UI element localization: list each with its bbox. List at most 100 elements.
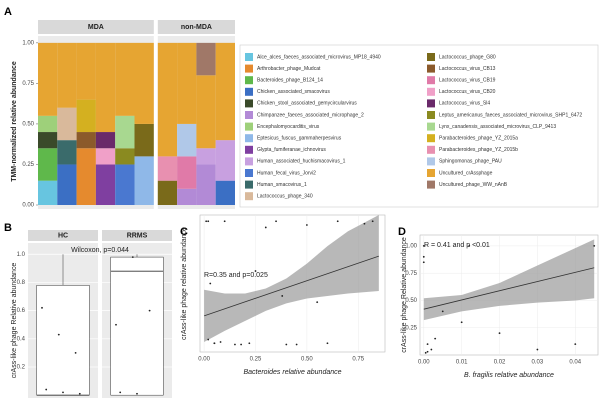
bar-segment: [177, 156, 197, 189]
legend-swatch: [427, 111, 435, 119]
point: [336, 220, 339, 223]
y-tick-label: 0.25: [22, 162, 34, 168]
legend-label: Leptus_americanus_faeces_associated_micr…: [439, 112, 582, 118]
bar-segment: [95, 42, 116, 133]
legend-label: Chicken_associated_smacovirus: [257, 89, 330, 95]
point: [460, 321, 463, 324]
legend-label: Human_smacovirus_1: [257, 182, 307, 188]
legend-swatch: [245, 76, 253, 85]
point: [57, 333, 60, 336]
panel-letter: B: [4, 222, 12, 234]
point: [434, 337, 437, 340]
point: [275, 220, 277, 223]
legend-label: Human_associated_huchismacovirus_1: [257, 159, 346, 165]
point: [131, 256, 134, 258]
y-tick-label: 0.75: [22, 81, 34, 87]
point: [207, 338, 210, 341]
point: [326, 342, 329, 345]
bar-segment: [57, 107, 77, 141]
bar-segment: [76, 99, 96, 133]
point: [430, 348, 433, 351]
legend-swatch: [245, 145, 253, 154]
bar-segment: [196, 164, 216, 205]
clip-group: [203, 215, 379, 346]
point: [45, 388, 48, 391]
facet-label: RRMS: [127, 232, 148, 239]
point: [426, 343, 429, 345]
bar-segment: [196, 75, 216, 149]
bar-segment: [115, 148, 135, 165]
bar-segment: [38, 180, 58, 205]
point: [316, 301, 319, 304]
bar-segment: [177, 42, 197, 124]
y-tick-label: 0.75: [405, 271, 417, 277]
legend-label: Lactococcus_virus_CB20: [439, 89, 496, 95]
point: [285, 343, 288, 346]
legend-label: Lactococcus_phage_G80: [439, 54, 496, 60]
legend-swatch: [427, 64, 435, 73]
point: [281, 295, 284, 297]
point: [424, 351, 427, 354]
point: [136, 392, 138, 395]
panel-letter: C: [180, 226, 188, 238]
legend-swatch: [245, 53, 253, 61]
point: [422, 261, 425, 264]
bar-segment: [38, 148, 58, 181]
confidence-band: [204, 215, 379, 343]
point: [295, 343, 298, 346]
facet-strip: [38, 20, 154, 34]
bar-segment: [57, 164, 77, 205]
legend-label: Arthrobacter_phage_Mudcat: [257, 66, 321, 72]
legend-label: Human_fecal_virus_Jorvi2: [257, 170, 316, 176]
facet-label: MDA: [88, 24, 104, 31]
legend-swatch: [245, 99, 253, 108]
x-tick-label: 0.00: [418, 360, 430, 366]
point: [119, 391, 122, 394]
legend-swatch: [427, 53, 435, 61]
fit-line: [203, 255, 379, 317]
y-axis-label: crAss-like phage Relative abundance: [401, 237, 408, 353]
x-tick-label: 0.50: [301, 357, 313, 363]
facet-strip: [28, 230, 98, 241]
x-tick-label: 0.00: [198, 357, 210, 363]
y-tick-label: 0.00: [22, 203, 34, 209]
legend-swatch: [245, 180, 253, 189]
point: [422, 245, 425, 247]
bar-segment: [95, 148, 116, 165]
legend-label: Eptesicus_fuscus_gammaherpesvirus: [257, 136, 342, 142]
legend-label: Parabacteroides_phage_YZ_2015b: [439, 147, 518, 153]
point: [207, 220, 210, 223]
bar-segment: [215, 42, 235, 141]
point: [205, 220, 208, 223]
facet-strip: [102, 230, 172, 241]
y-axis-label: crAss-like phage relative abundance: [181, 227, 188, 340]
facet-label: non-MDA: [181, 24, 212, 31]
legend-swatch: [427, 76, 435, 85]
box: [36, 285, 90, 396]
legend-swatch: [427, 87, 435, 96]
bar-segment: [196, 42, 216, 76]
x-tick-label: 0.01: [456, 360, 468, 366]
legend-label: Encephalomyocarditis_virus: [257, 124, 320, 130]
annotation: R = 0.41 and p <0.01: [424, 242, 490, 249]
x-axis-label: B. fragilis relative abundance: [464, 372, 554, 379]
fit-line: [423, 267, 595, 310]
panel-letter: D: [398, 226, 406, 238]
point: [240, 343, 243, 346]
bar-segment: [134, 123, 154, 157]
y-tick-label: 1.00: [405, 243, 417, 249]
bar-segment: [157, 180, 178, 205]
point: [115, 323, 117, 326]
y-tick-label: 0.50: [405, 298, 417, 304]
point: [536, 348, 539, 351]
point: [426, 350, 429, 353]
y-tick-label: 1.0: [17, 252, 26, 258]
point: [62, 391, 64, 394]
y-axis-label: TMM-normalized relative abundance: [11, 61, 18, 182]
bar-segment: [215, 140, 235, 181]
legend-swatch: [427, 134, 435, 143]
point: [441, 310, 444, 313]
x-tick-label: 0.03: [532, 360, 544, 366]
point: [148, 309, 151, 312]
legend-swatch: [245, 111, 253, 119]
